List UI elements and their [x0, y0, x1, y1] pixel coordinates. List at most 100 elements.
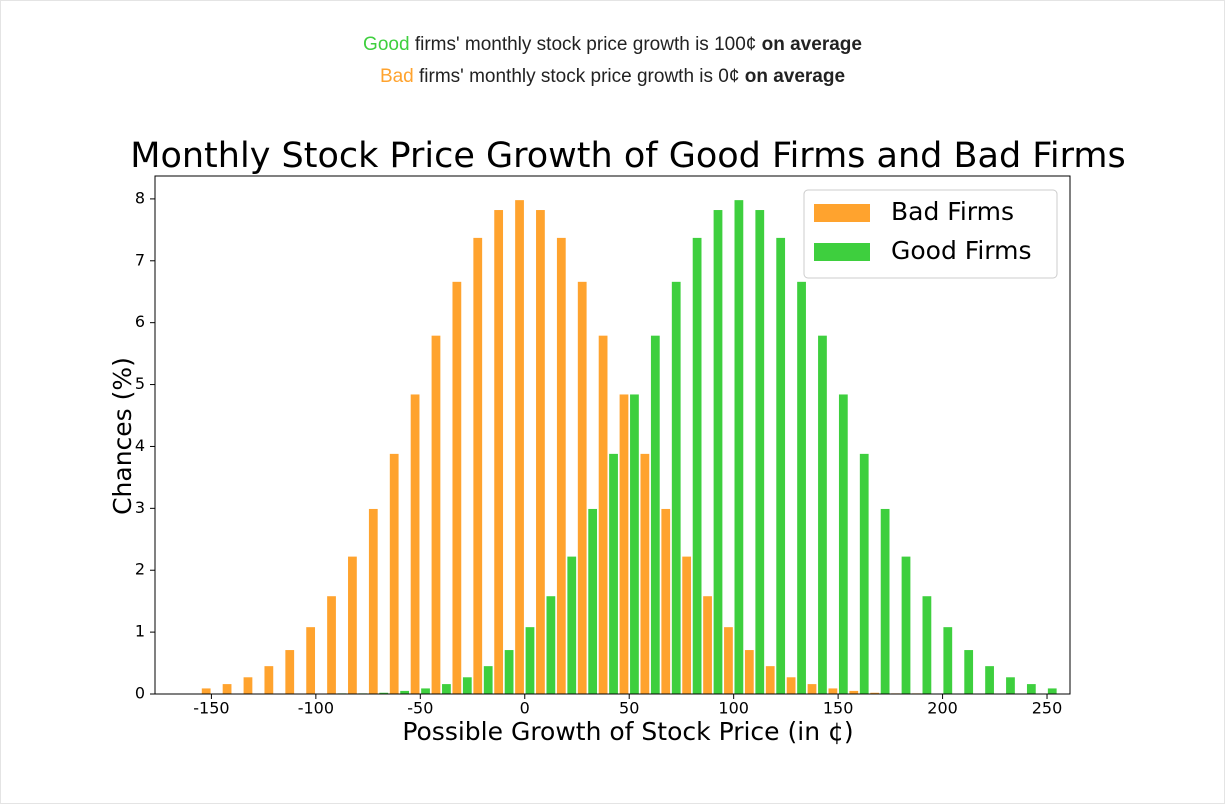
highlight: Good — [363, 34, 410, 55]
x-axis-label: Possible Growth of Stock Price (in ¢) — [402, 717, 853, 746]
bold: on average — [761, 34, 862, 55]
bar — [630, 394, 639, 694]
bar — [985, 666, 994, 694]
chart-title: Monthly Stock Price Growth of Good Firms… — [130, 136, 1125, 176]
x-tick-label: 0 — [520, 699, 530, 718]
bar — [452, 281, 462, 694]
y-tick-label: 1 — [135, 622, 145, 641]
y-tick-label: 4 — [135, 436, 145, 455]
bar — [400, 690, 410, 694]
bar — [724, 627, 733, 694]
plot-frame — [154, 175, 1071, 695]
bar — [598, 335, 608, 694]
bar — [421, 688, 430, 694]
bar — [797, 281, 806, 694]
bar — [640, 453, 650, 694]
bar — [515, 200, 524, 694]
header-line: Bad firms' monthly stock price growth is… — [0, 66, 1225, 88]
bar — [964, 650, 974, 694]
bar — [818, 335, 827, 694]
bar — [546, 596, 556, 694]
bar — [765, 666, 775, 694]
bar — [201, 688, 211, 694]
y-tick-label: 0 — [135, 684, 145, 703]
legend-swatch — [814, 243, 870, 261]
y-tick-label: 3 — [135, 498, 145, 517]
y-tick-label: 2 — [135, 560, 145, 579]
bar — [222, 684, 232, 694]
bar — [462, 677, 472, 694]
bar — [431, 335, 441, 694]
x-tick-label: -100 — [298, 699, 334, 718]
bar — [671, 281, 681, 694]
x-tick-label: 200 — [927, 699, 958, 718]
bar — [692, 237, 702, 694]
bar — [306, 627, 316, 694]
legend-swatch — [814, 204, 870, 222]
legend-label: Bad Firms — [891, 197, 1014, 226]
bar — [922, 596, 932, 694]
bar — [1047, 688, 1057, 694]
bar — [442, 684, 451, 694]
bar — [473, 237, 483, 694]
bar — [870, 692, 880, 694]
bar — [379, 692, 389, 694]
bar — [1026, 684, 1036, 694]
bar — [682, 556, 692, 694]
bar — [504, 650, 514, 694]
bar — [609, 453, 618, 694]
bar — [588, 508, 598, 694]
bar — [943, 627, 953, 694]
bar — [577, 281, 587, 694]
bar — [556, 237, 566, 694]
x-tick-label: -50 — [407, 699, 433, 718]
x-tick-label: 100 — [718, 699, 749, 718]
bar — [849, 690, 859, 694]
x-tick-label: 250 — [1032, 699, 1063, 718]
bar — [410, 394, 420, 694]
bar — [901, 556, 911, 694]
bar — [327, 596, 336, 694]
y-axis-label: Chances (%) — [108, 357, 137, 515]
bar — [619, 394, 629, 694]
bar — [786, 677, 796, 694]
x-tick-label: -150 — [193, 699, 229, 718]
bar — [264, 666, 274, 694]
bar — [713, 210, 723, 694]
bar — [494, 210, 504, 694]
bar — [828, 688, 838, 694]
text: firms' monthly stock price growth is 0¢ — [419, 66, 740, 87]
bar — [880, 508, 890, 694]
bar — [650, 335, 660, 694]
bar — [744, 650, 754, 694]
bar — [661, 508, 671, 694]
y-tick-label: 5 — [135, 374, 145, 393]
bar — [755, 210, 765, 694]
bar — [1006, 677, 1015, 694]
bar — [525, 627, 535, 694]
x-tick-label: 150 — [823, 699, 854, 718]
bar — [807, 684, 817, 694]
y-tick-label: 6 — [135, 312, 145, 331]
bar — [859, 453, 869, 694]
bar — [389, 453, 399, 694]
bar — [703, 596, 712, 694]
legend-label: Good Firms — [891, 236, 1032, 265]
text: firms' monthly stock price growth is 100… — [414, 34, 757, 55]
bar — [285, 650, 295, 694]
bar — [776, 237, 786, 694]
bar — [243, 677, 253, 694]
bar — [536, 210, 545, 694]
y-tick-label: 8 — [135, 188, 145, 207]
bar — [838, 394, 848, 694]
highlight: Bad — [379, 66, 414, 87]
x-tick-label: 50 — [619, 699, 639, 718]
bold: on average — [744, 66, 846, 87]
header-line: Good firms' monthly stock price growth i… — [0, 34, 1225, 56]
bar — [567, 556, 577, 694]
bar — [483, 666, 493, 694]
bar — [368, 508, 378, 694]
bar — [734, 200, 744, 694]
